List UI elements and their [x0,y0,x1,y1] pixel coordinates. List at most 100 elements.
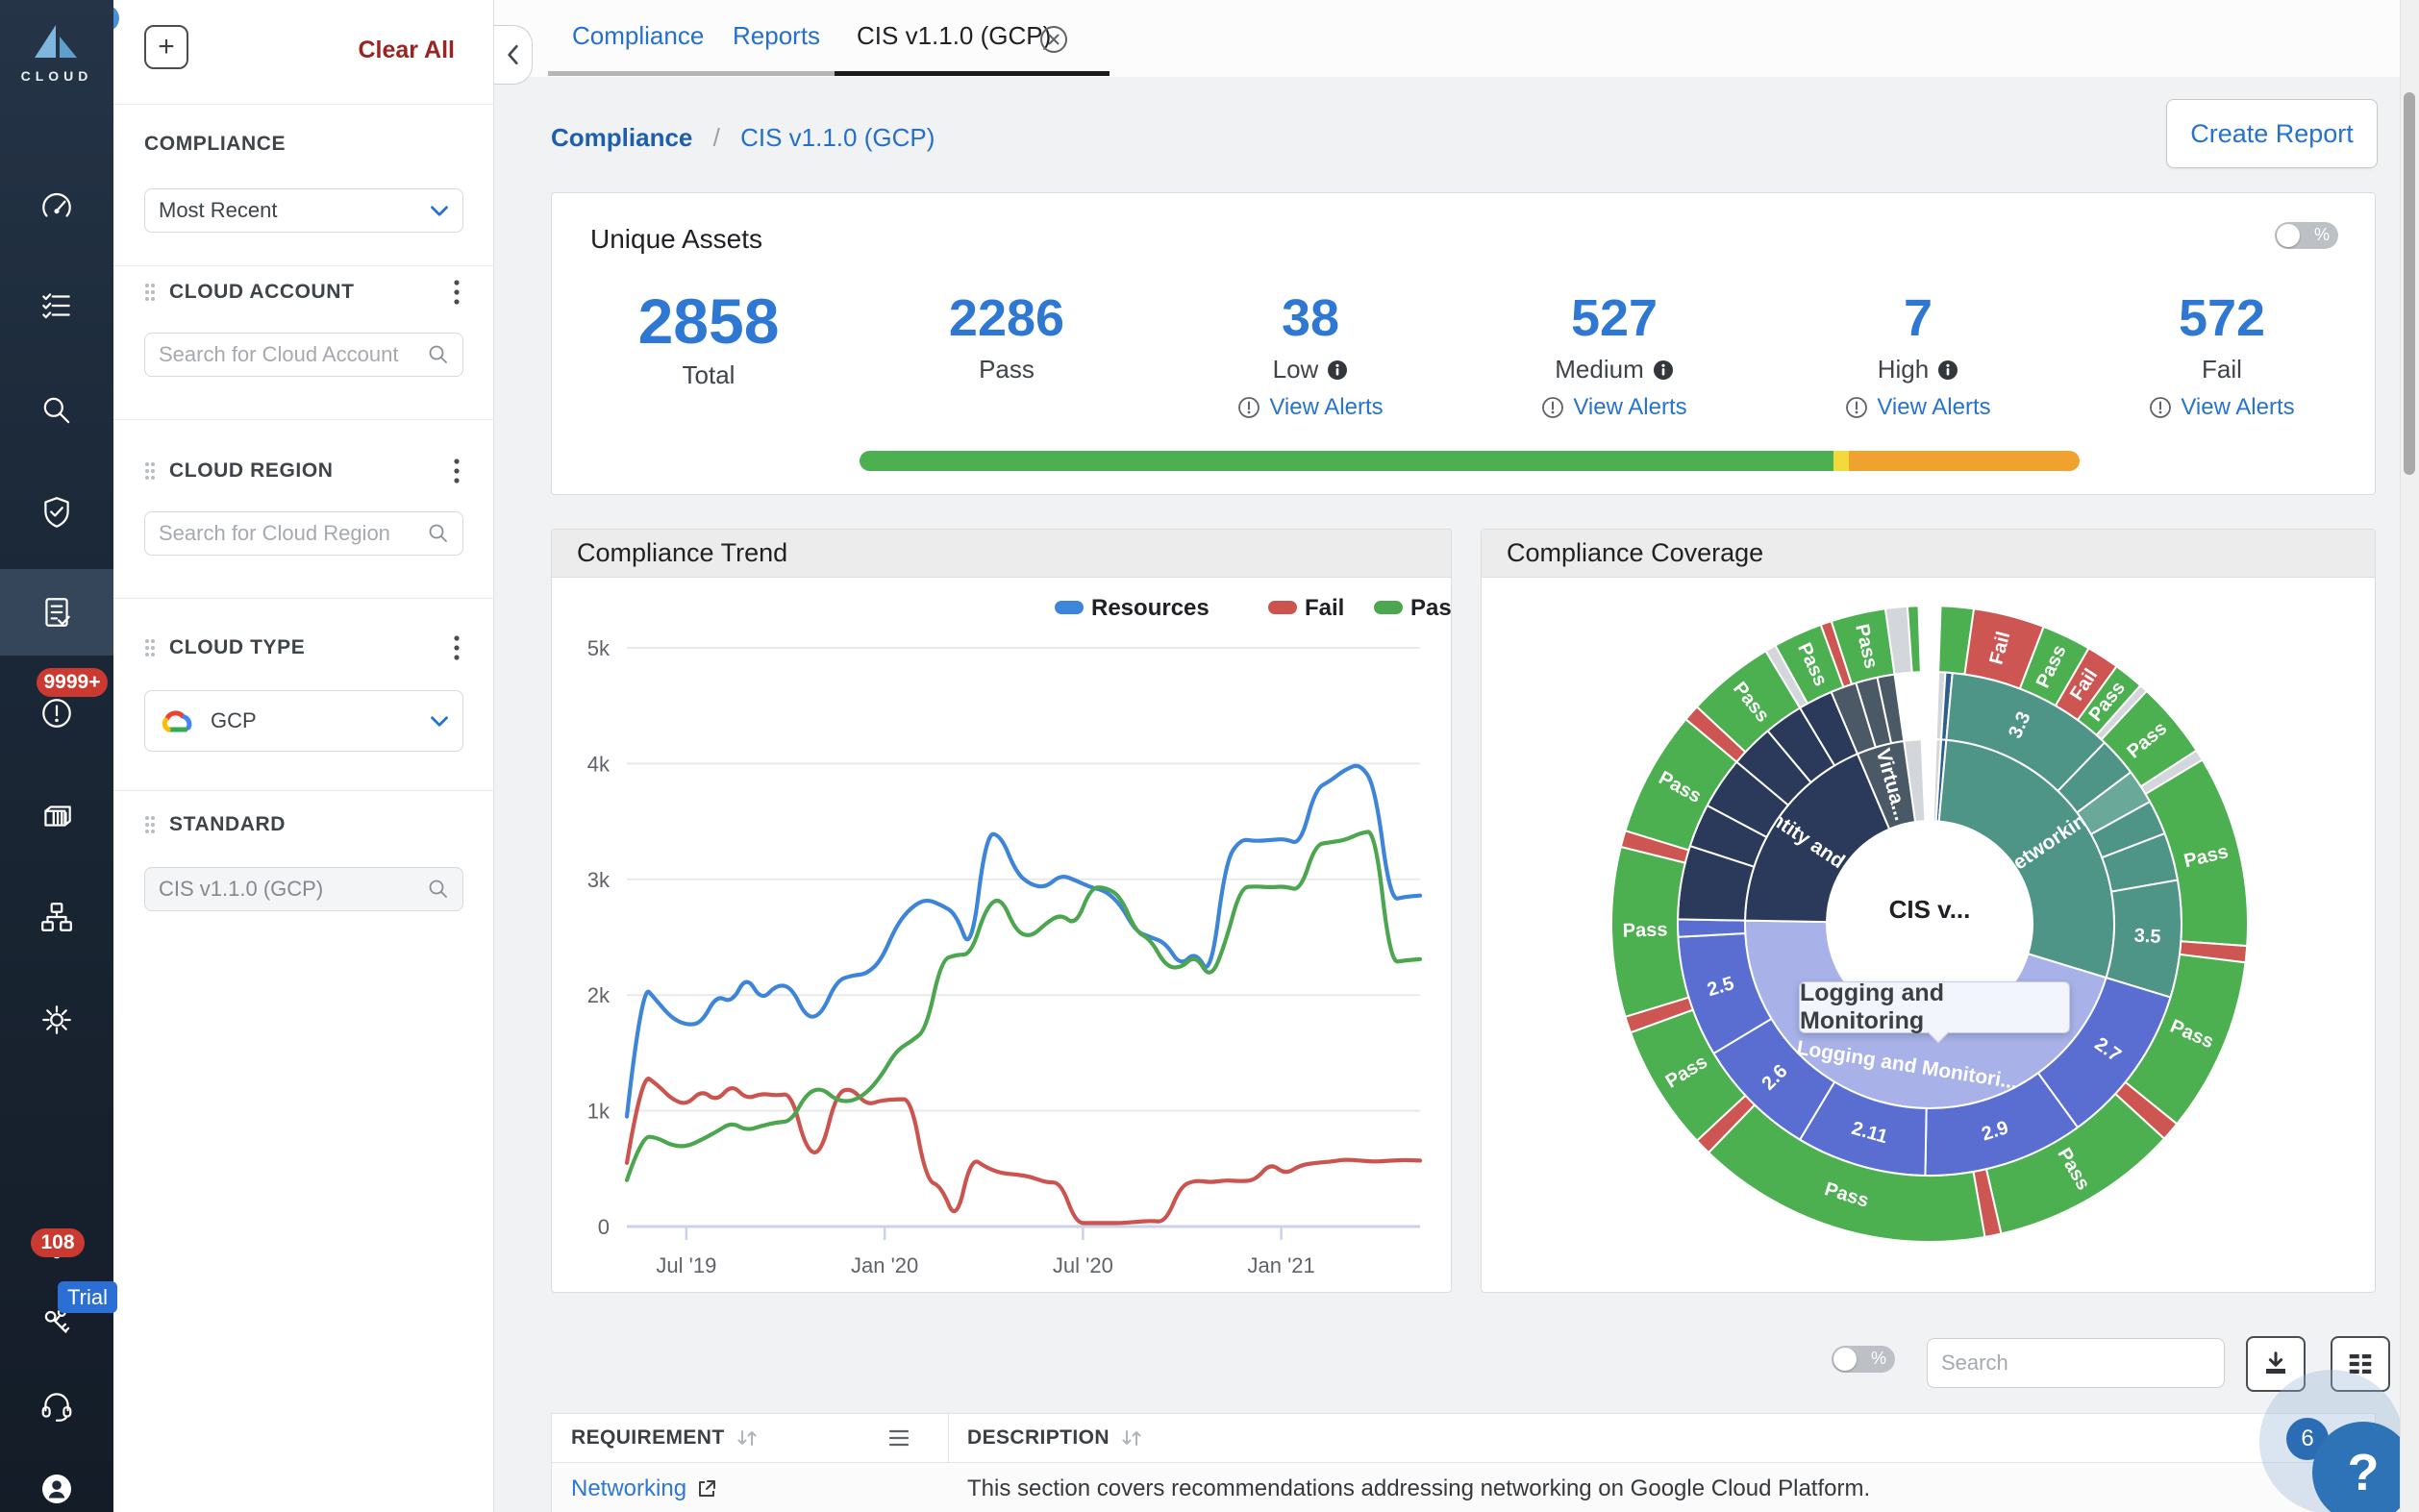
table-search[interactable] [1927,1338,2225,1388]
sunburst-segment[interactable] [1677,918,1747,938]
tab-cis-v110-gcp[interactable]: CIS v1.1.0 (GCP) [857,21,1052,50]
drag-handle-icon[interactable] [144,283,156,302]
stat-label: Fail [2082,355,2361,384]
container-icon [44,806,71,827]
stat-value: 7 [1903,289,1933,347]
severity-progress-bar [860,451,2080,471]
help-button[interactable]: ? [2312,1422,2414,1512]
headset-icon [41,1393,72,1422]
filter-section-title-cloud-region: CLOUD REGION [169,459,334,482]
drag-handle-icon[interactable] [144,815,156,834]
tab-close-icon[interactable] [1038,24,1069,55]
filter-section-title-standard: STANDARD [169,813,287,835]
stat-block-pass: 2286 Pass [867,289,1146,384]
view-alerts-link[interactable]: View Alerts [2082,394,2361,421]
tab-bar: Compliance Reports CIS v1.1.0 (GCP) [494,0,2400,85]
compliance-select[interactable]: Most Recent [144,188,463,233]
sunburst-segment[interactable] [1903,738,1927,824]
breadcrumb-compliance[interactable]: Compliance [551,123,693,152]
sidebar-item-containers[interactable] [0,773,113,859]
view-alerts-text[interactable]: View Alerts [2181,394,2295,420]
standard-search[interactable]: CIS v1.1.0 (GCP) [144,867,463,911]
bar-segment-medium [1849,451,2080,471]
sunburst-segment[interactable] [1906,605,1922,674]
sort-icon[interactable] [1119,1427,1144,1449]
sidebar: CLOUD 9999+ [0,0,117,1512]
view-alerts-link[interactable]: View Alerts [1171,394,1450,421]
table-header-description[interactable]: DESCRIPTION [967,1414,1144,1462]
info-icon [1328,359,1348,380]
view-alerts-link[interactable]: View Alerts [1475,394,1754,421]
clear-all-button[interactable]: Clear All [358,37,455,63]
view-alerts-text[interactable]: View Alerts [1573,394,1687,420]
sidebar-item-dashboard[interactable] [0,163,113,250]
scrollbar-track[interactable] [2400,0,2419,1512]
kebab-menu-icon[interactable] [453,279,461,306]
notifications-count-badge: 108 [31,1228,85,1257]
stat-value: 2858 [637,285,780,357]
sidebar-item-support[interactable] [0,1363,113,1450]
table-percent-toggle[interactable]: % [1832,1346,1895,1373]
column-settings-button[interactable] [2331,1336,2390,1392]
scrollbar-thumb[interactable] [2404,92,2415,475]
sidebar-item-alerts[interactable] [0,670,113,756]
requirement-link-text[interactable]: Networking [571,1475,687,1501]
kebab-menu-icon[interactable] [453,458,461,484]
percent-toggle[interactable]: % [2275,222,2338,249]
legend-label-resources[interactable]: Resources [1091,595,1210,621]
sidebar-item-policies[interactable] [0,262,113,349]
tab-underline-track [548,71,835,76]
svg-text:Jan '20: Jan '20 [851,1253,918,1277]
column-menu-icon[interactable] [888,1429,910,1447]
stat-label: Pass [867,355,1146,384]
view-alerts-text[interactable]: View Alerts [1877,394,1991,420]
info-icon [1938,359,1958,380]
sidebar-item-network[interactable] [0,874,113,960]
stat-label: Low [1171,355,1450,384]
chevron-down-icon [431,205,448,216]
tab-reports[interactable]: Reports [733,21,821,50]
search-icon [429,880,447,898]
compliance-trend-card: Compliance Trend 5k 4k 3k 2k 1k 0 Jul '19 Jan '… [551,529,1464,1293]
bar-segment-low [1833,451,1850,471]
drag-handle-icon[interactable] [144,638,156,657]
download-button[interactable] [2246,1336,2306,1392]
kebab-menu-icon[interactable] [453,634,461,661]
create-report-button[interactable]: Create Report [2166,99,2378,168]
sidebar-item-compliance[interactable] [0,569,113,656]
legend-label-fail[interactable]: Fail [1305,595,1344,621]
alert-circle-icon [1542,397,1564,418]
stat-label-text: Medium [1555,355,1644,384]
drag-handle-icon[interactable] [144,461,156,481]
cloud-account-search[interactable]: Search for Cloud Account [144,333,463,377]
table-header-requirement[interactable]: REQUIREMENT [571,1414,910,1462]
stat-label: High [1779,355,2057,384]
compliance-trend-chart[interactable]: 5k 4k 3k 2k 1k 0 Jul '19 Jan '20 Jul '20 Jan '21 R… [552,578,1464,1292]
legend-label-pass[interactable]: Pass [1410,595,1464,621]
stat-block-medium: 527 Medium View Alerts [1475,289,1754,421]
tab-compliance[interactable]: Compliance [572,21,705,50]
chevron-down-icon [431,715,448,727]
cell-requirement: Networking [571,1463,717,1512]
compliance-coverage-title: Compliance Coverage [1482,530,2375,578]
cloud-type-select[interactable]: GCP [144,690,463,752]
sidebar-item-defend[interactable] [0,469,113,556]
sort-icon[interactable] [735,1427,760,1449]
view-alerts-text[interactable]: View Alerts [1269,394,1384,420]
breadcrumb-current[interactable]: CIS v1.1.0 (GCP) [740,123,935,152]
stat-value: 2286 [948,289,1065,347]
filter-section-title-cloud-account: CLOUD ACCOUNT [169,281,355,303]
add-filter-button[interactable]: + [144,25,188,69]
requirement-link[interactable]: Networking [571,1475,717,1502]
search-icon [429,524,447,542]
sidebar-item-settings[interactable] [0,977,113,1063]
sidebar-item-investigate[interactable] [0,367,113,454]
cloud-region-search[interactable]: Search for Cloud Region [144,511,463,556]
view-alerts-link[interactable]: View Alerts [1779,394,2057,421]
table-search-input[interactable] [1941,1351,2218,1376]
unique-assets-card: Unique Assets % 2858 Total 2286 Pass 38 Low Vi… [551,192,2376,495]
sidebar-item-profile[interactable] [0,1446,113,1512]
download-icon [2266,1351,2285,1374]
panel-collapse-button[interactable] [494,25,533,85]
